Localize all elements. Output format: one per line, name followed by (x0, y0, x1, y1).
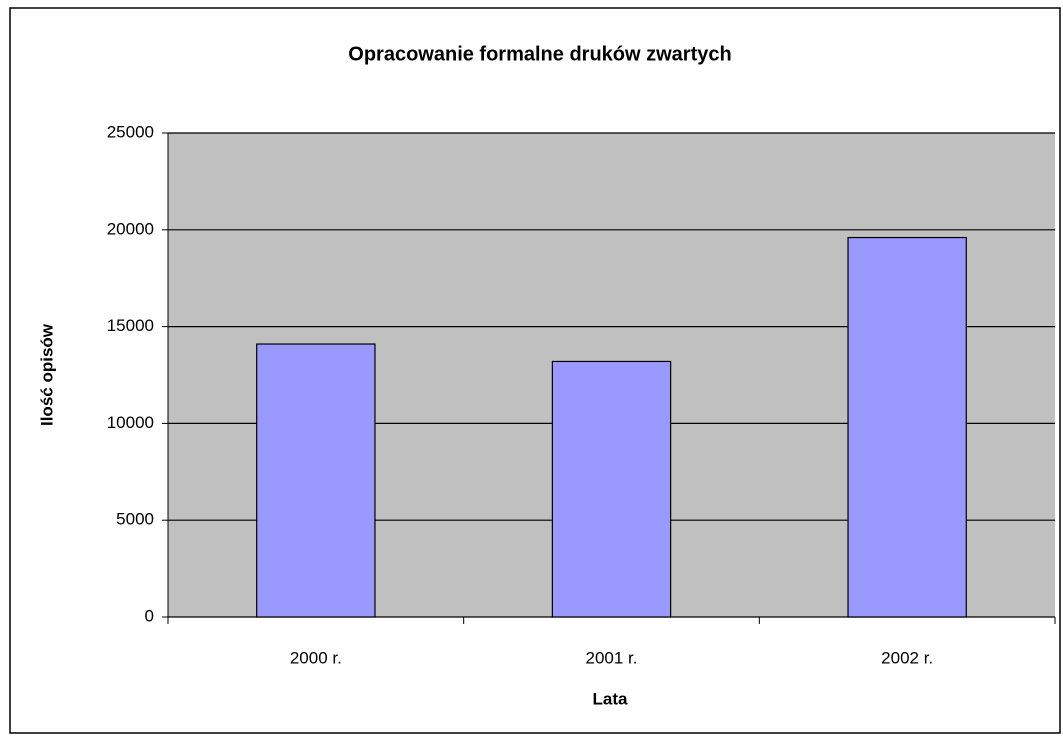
y-tick-label: 25000 (107, 122, 154, 141)
y-axis-label: Ilość opisów (37, 323, 56, 426)
chart-title: Opracowanie formalne druków zwartych (348, 43, 731, 65)
y-tick-label: 10000 (107, 413, 154, 432)
bar (256, 343, 376, 618)
x-tick-label: 2002 r. (881, 648, 933, 667)
y-tick-label: 5000 (116, 510, 154, 529)
y-tick-label: 15000 (107, 316, 154, 335)
x-tick-label: 2000 r. (290, 648, 342, 667)
x-tick-label: 2001 r. (586, 648, 638, 667)
y-tick-label: 0 (145, 606, 154, 625)
bar (847, 236, 967, 618)
y-tick-label: 20000 (107, 219, 154, 238)
bar (551, 360, 672, 618)
x-axis-label: Lata (593, 689, 629, 708)
